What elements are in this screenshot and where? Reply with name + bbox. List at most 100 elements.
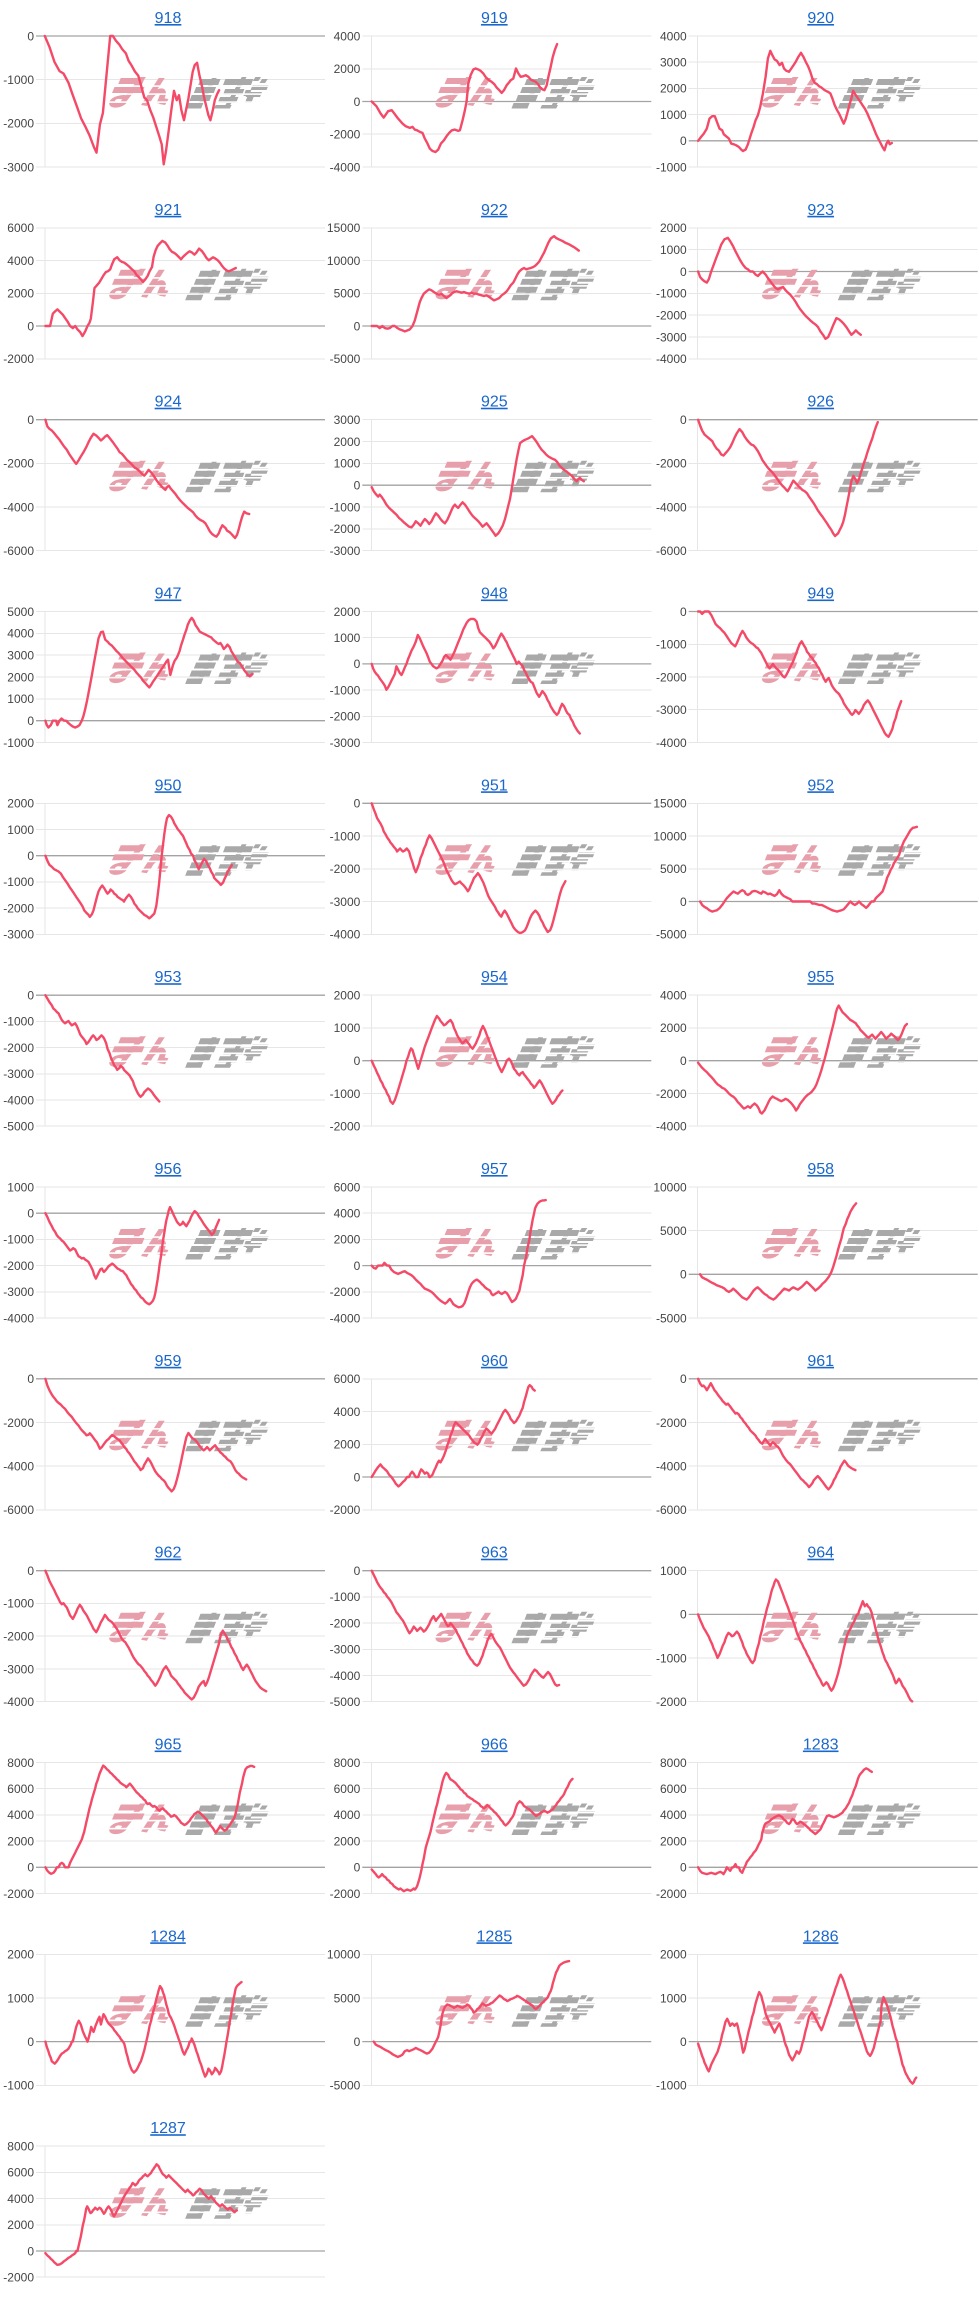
svg-text:-2000: -2000: [330, 710, 361, 724]
svg-text:6000: 6000: [7, 2166, 34, 2180]
svg-text:2000: 2000: [7, 1834, 34, 1848]
svg-text:4000: 4000: [660, 29, 687, 43]
svg-text:957: 957: [481, 1161, 508, 1178]
svg-text:2000: 2000: [7, 1948, 34, 1962]
svg-text:0: 0: [27, 1861, 34, 1875]
svg-text:954: 954: [481, 969, 508, 986]
svg-text:0: 0: [680, 1054, 687, 1068]
svg-text:959: 959: [155, 1353, 182, 1370]
svg-text:950: 950: [155, 777, 182, 794]
svg-text:956: 956: [155, 1161, 182, 1178]
svg-text:0: 0: [680, 1372, 687, 1386]
svg-text:1000: 1000: [334, 457, 361, 471]
svg-text:-1000: -1000: [3, 73, 34, 87]
svg-text:-3000: -3000: [656, 330, 687, 344]
svg-text:0: 0: [680, 1608, 687, 1622]
svg-text:1287: 1287: [150, 2120, 186, 2137]
svg-text:0: 0: [354, 1564, 361, 1578]
svg-text:948: 948: [481, 586, 508, 603]
svg-text:0: 0: [27, 1372, 34, 1386]
svg-text:-1000: -1000: [656, 638, 687, 652]
svg-text:0: 0: [354, 797, 361, 811]
svg-text:-2000: -2000: [656, 670, 687, 684]
svg-text:-1000: -1000: [3, 2079, 34, 2093]
svg-text:-1000: -1000: [656, 160, 687, 174]
svg-text:0: 0: [27, 1207, 34, 1221]
svg-text:1000: 1000: [7, 1991, 34, 2005]
svg-text:0: 0: [354, 2035, 361, 2049]
svg-text:1000: 1000: [7, 1180, 34, 1194]
svg-text:-1000: -1000: [3, 875, 34, 889]
svg-text:0: 0: [354, 95, 361, 109]
svg-text:3000: 3000: [7, 649, 34, 663]
svg-text:953: 953: [155, 969, 182, 986]
svg-text:-2000: -2000: [3, 1041, 34, 1055]
svg-text:1000: 1000: [7, 692, 34, 706]
svg-text:958: 958: [807, 1161, 834, 1178]
svg-text:-1000: -1000: [3, 1597, 34, 1611]
svg-text:2000: 2000: [660, 1021, 687, 1035]
svg-text:0: 0: [354, 319, 361, 333]
svg-text:-4000: -4000: [656, 736, 687, 750]
svg-text:2000: 2000: [7, 2218, 34, 2232]
svg-text:0: 0: [27, 413, 34, 427]
svg-text:-2000: -2000: [3, 1630, 34, 1644]
svg-text:-2000: -2000: [3, 901, 34, 915]
svg-text:-2000: -2000: [656, 457, 687, 471]
svg-text:0: 0: [354, 479, 361, 493]
svg-text:-1000: -1000: [656, 2079, 687, 2093]
svg-text:4000: 4000: [334, 29, 361, 43]
svg-text:15000: 15000: [327, 221, 361, 235]
svg-text:2000: 2000: [660, 1948, 687, 1962]
svg-text:-4000: -4000: [3, 500, 34, 514]
svg-text:-5000: -5000: [656, 1311, 687, 1325]
svg-text:-2000: -2000: [330, 1887, 361, 1901]
svg-text:1000: 1000: [7, 823, 34, 837]
svg-text:2000: 2000: [334, 435, 361, 449]
svg-text:5000: 5000: [7, 605, 34, 619]
svg-text:1000: 1000: [660, 1991, 687, 2005]
svg-text:0: 0: [354, 1861, 361, 1875]
svg-text:3000: 3000: [334, 413, 361, 427]
svg-text:920: 920: [807, 10, 834, 27]
svg-text:5000: 5000: [334, 287, 361, 301]
svg-text:-1000: -1000: [656, 287, 687, 301]
svg-text:966: 966: [481, 1737, 508, 1754]
svg-text:1285: 1285: [477, 1928, 513, 1945]
svg-text:0: 0: [354, 1259, 361, 1273]
svg-text:2000: 2000: [660, 82, 687, 96]
svg-text:10000: 10000: [327, 254, 361, 268]
svg-text:1000: 1000: [660, 243, 687, 257]
svg-text:1286: 1286: [803, 1928, 839, 1945]
svg-text:0: 0: [27, 989, 34, 1003]
svg-text:-2000: -2000: [656, 1087, 687, 1101]
svg-text:6000: 6000: [7, 221, 34, 235]
svg-text:0: 0: [680, 265, 687, 279]
svg-text:4000: 4000: [334, 1808, 361, 1822]
svg-text:926: 926: [807, 394, 834, 411]
svg-text:-3000: -3000: [3, 1285, 34, 1299]
svg-text:-3000: -3000: [330, 895, 361, 909]
svg-text:-4000: -4000: [330, 1311, 361, 1325]
svg-text:921: 921: [155, 202, 182, 219]
svg-text:2000: 2000: [334, 1233, 361, 1247]
svg-text:955: 955: [807, 969, 834, 986]
svg-text:0: 0: [680, 1268, 687, 1282]
svg-text:-5000: -5000: [3, 1120, 34, 1134]
svg-text:2000: 2000: [334, 1438, 361, 1452]
svg-text:-4000: -4000: [330, 928, 361, 942]
svg-text:4000: 4000: [660, 989, 687, 1003]
svg-text:-2000: -2000: [3, 1887, 34, 1901]
svg-text:-1000: -1000: [330, 500, 361, 514]
svg-text:2000: 2000: [660, 1834, 687, 1848]
svg-text:3000: 3000: [660, 56, 687, 70]
svg-text:5000: 5000: [660, 1224, 687, 1238]
svg-text:4000: 4000: [7, 627, 34, 641]
svg-text:6000: 6000: [334, 1372, 361, 1386]
svg-text:-4000: -4000: [656, 500, 687, 514]
svg-text:962: 962: [155, 1545, 182, 1562]
svg-text:10000: 10000: [327, 1948, 361, 1962]
svg-text:2000: 2000: [334, 62, 361, 76]
svg-text:-5000: -5000: [330, 1695, 361, 1709]
svg-text:-4000: -4000: [3, 1695, 34, 1709]
